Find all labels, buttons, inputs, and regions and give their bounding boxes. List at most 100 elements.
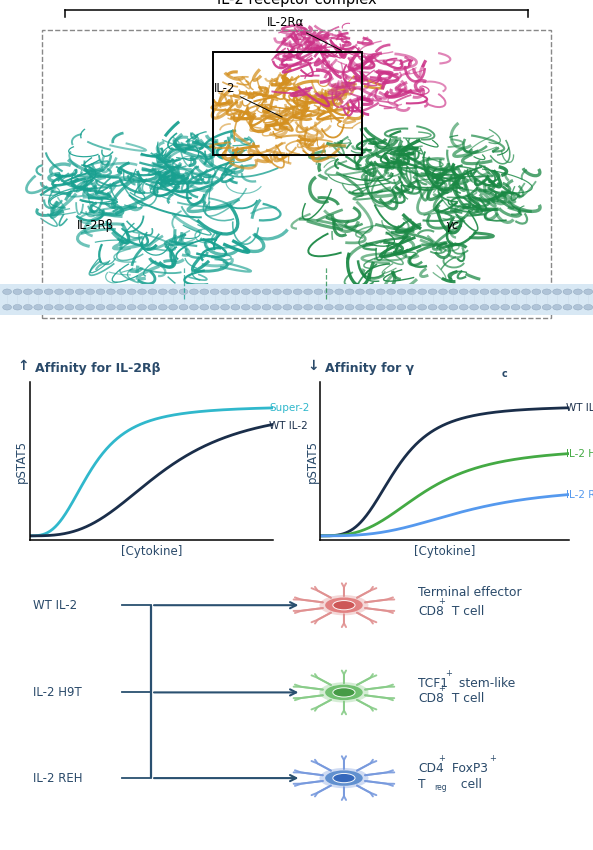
Circle shape [522,304,530,310]
Circle shape [532,289,541,294]
Y-axis label: pSTAT5: pSTAT5 [306,439,319,483]
Ellipse shape [333,601,355,609]
Ellipse shape [325,685,363,700]
Text: stem-like: stem-like [455,677,515,689]
Circle shape [283,289,292,294]
Circle shape [221,289,229,294]
Circle shape [314,304,323,310]
Circle shape [158,304,167,310]
Text: ↓: ↓ [308,359,320,372]
Circle shape [251,289,260,294]
Circle shape [107,304,116,310]
Circle shape [85,289,95,294]
Circle shape [283,304,292,310]
Circle shape [355,289,364,294]
Text: WT IL-2: WT IL-2 [566,403,593,413]
Circle shape [377,289,385,294]
Circle shape [532,304,541,310]
Circle shape [563,304,572,310]
Text: reg: reg [435,783,447,791]
Text: cell: cell [457,778,482,790]
Circle shape [251,304,260,310]
Y-axis label: pSTAT5: pSTAT5 [15,439,28,483]
Circle shape [13,289,22,294]
Circle shape [55,304,63,310]
Circle shape [490,289,499,294]
Circle shape [304,304,313,310]
Circle shape [542,304,551,310]
Text: T cell: T cell [448,605,484,618]
X-axis label: [Cytokine]: [Cytokine] [120,546,182,558]
Ellipse shape [333,688,355,697]
Circle shape [449,304,458,310]
Text: CD8: CD8 [418,692,444,705]
Text: +: + [438,684,445,693]
Text: Super-2: Super-2 [269,403,310,413]
Circle shape [470,304,479,310]
Circle shape [96,289,105,294]
Bar [213,52,362,156]
Circle shape [65,304,74,310]
Circle shape [3,289,12,294]
Circle shape [231,304,240,310]
Text: IL-2: IL-2 [213,82,282,117]
Circle shape [44,289,53,294]
Circle shape [428,289,437,294]
Circle shape [377,304,385,310]
Text: Affinity for γ: Affinity for γ [325,362,415,375]
Circle shape [75,304,84,310]
Circle shape [418,304,427,310]
Circle shape [470,289,479,294]
Circle shape [387,304,396,310]
Circle shape [407,289,416,294]
Ellipse shape [333,774,355,783]
Text: WT IL-2: WT IL-2 [269,421,308,431]
Text: IL-2 REH: IL-2 REH [566,490,593,500]
Circle shape [449,289,458,294]
Text: TCF1: TCF1 [418,677,448,689]
Circle shape [117,289,126,294]
Text: c: c [501,369,507,379]
Circle shape [553,304,562,310]
Circle shape [179,289,188,294]
Circle shape [397,304,406,310]
Ellipse shape [325,770,363,785]
Circle shape [55,289,63,294]
Circle shape [262,289,271,294]
Circle shape [231,289,240,294]
Circle shape [65,289,74,294]
Ellipse shape [320,595,368,615]
Circle shape [293,289,302,294]
Circle shape [345,304,354,310]
Circle shape [241,304,250,310]
Circle shape [34,289,43,294]
Circle shape [366,289,375,294]
Text: Affinity for IL-2Rβ: Affinity for IL-2Rβ [34,362,160,375]
Text: T cell: T cell [448,692,484,705]
Circle shape [324,304,333,310]
Bar [42,30,551,318]
Circle shape [345,289,354,294]
Circle shape [13,304,22,310]
Circle shape [573,304,582,310]
Circle shape [522,289,530,294]
Circle shape [573,289,582,294]
Text: +: + [445,669,452,677]
Circle shape [273,304,282,310]
Circle shape [23,304,32,310]
Circle shape [23,289,32,294]
Circle shape [511,304,520,310]
Circle shape [200,304,209,310]
Circle shape [314,289,323,294]
Circle shape [190,289,198,294]
Circle shape [148,304,157,310]
Text: IL-2Rβ: IL-2Rβ [77,219,114,232]
Circle shape [221,304,229,310]
Circle shape [138,289,146,294]
Circle shape [107,289,116,294]
Circle shape [127,289,136,294]
Ellipse shape [325,598,363,613]
Circle shape [169,289,178,294]
Circle shape [480,289,489,294]
Text: ↑: ↑ [18,359,29,372]
